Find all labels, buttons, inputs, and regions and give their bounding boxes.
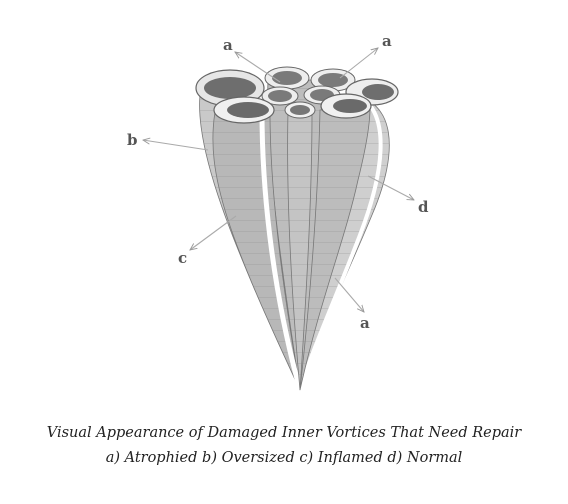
tube-openings-front <box>213 93 372 124</box>
label-a-top-left: a <box>223 36 233 54</box>
caption-legend: a) Atrophied b) Oversized c) Inflamed d)… <box>105 450 463 466</box>
vortex-tube-front-left <box>212 111 303 391</box>
vortex-tube-front-right <box>299 107 371 391</box>
label-a-top-right: a <box>382 32 392 50</box>
pointer-arrows <box>143 48 414 312</box>
label-d: d <box>418 198 429 216</box>
label-b: b <box>127 131 138 149</box>
caption-title: Visual Appearance of Damaged Inner Vorti… <box>46 425 522 441</box>
vortex-tube-back-right <box>298 94 390 391</box>
label-c: c <box>178 249 187 267</box>
label-a-bottom: a <box>360 314 370 332</box>
